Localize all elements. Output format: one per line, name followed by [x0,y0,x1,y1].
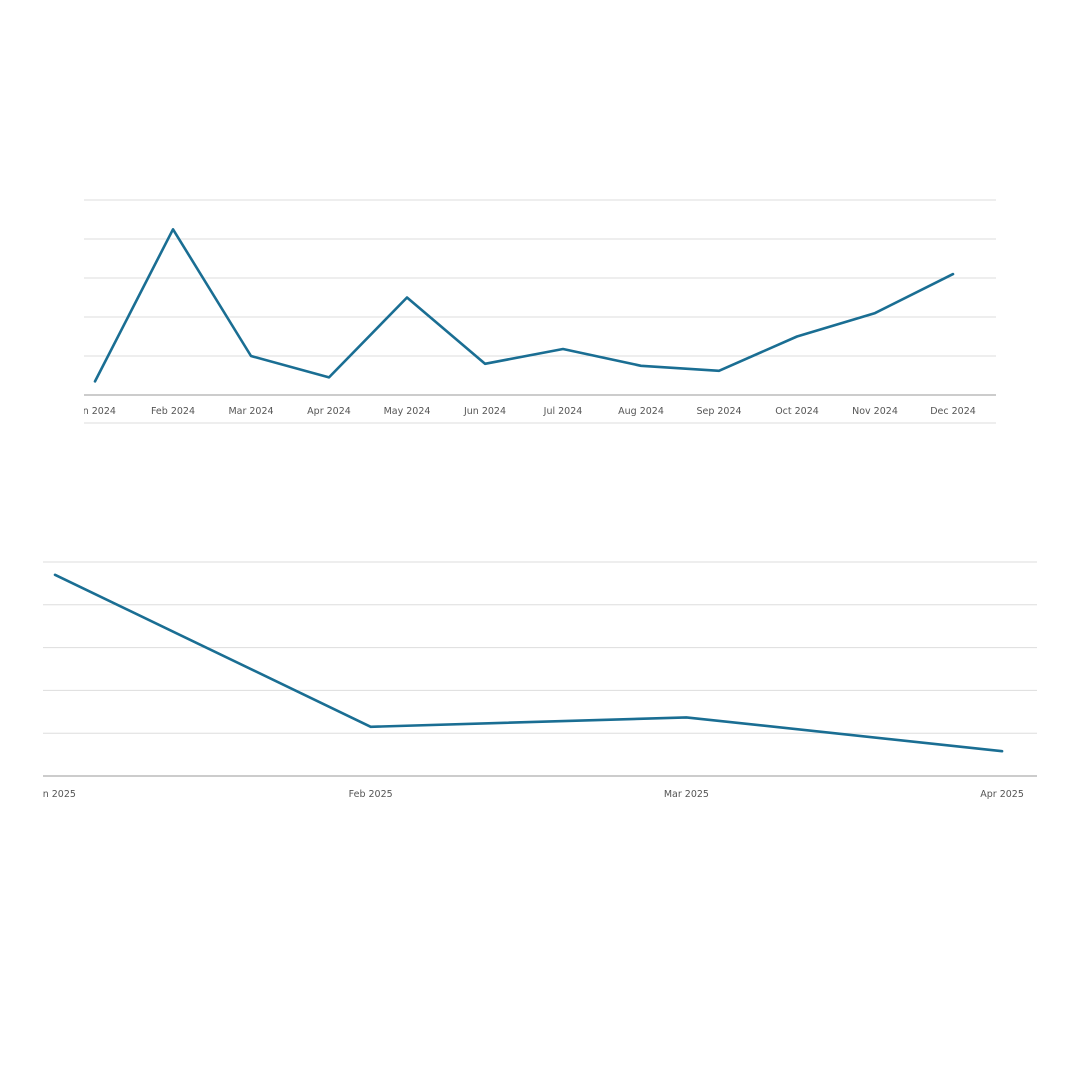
x-tick-label: Jan 2024 [73,406,116,417]
gridlines [84,199,996,357]
series-line [93,228,955,383]
x-tick-label: Mar 2025 [664,789,709,800]
x-tick-label: Jun 2024 [463,406,506,417]
x-tick-label: Feb 2024 [151,406,195,417]
x-tick-label: Oct 2024 [775,406,819,417]
x-tick-label: Apr 2025 [980,789,1024,800]
x-tick-label: May 2024 [384,406,431,417]
x-tick-label: Nov 2024 [852,406,898,417]
x-tick-label: Jul 2024 [543,406,583,417]
x-tick-label: Dec 2024 [930,406,976,417]
x-tick-labels: Jan 2025 Feb 2025 Mar 2025 Apr 2025 [33,789,1024,800]
x-tick-label: Sep 2024 [696,406,741,417]
x-tick-label: Feb 2025 [349,789,393,800]
chart-2: Jan 2025 Feb 2025 Mar 2025 Apr 2025 [33,561,1037,800]
x-tick-labels: Jan 2024 Feb 2024 Mar 2024 Apr 2024 May 2024… [73,406,976,417]
gridlines [43,561,1037,734]
x-tick-label: Mar 2024 [228,406,273,417]
x-tick-label: Apr 2024 [307,406,351,417]
x-tick-label: Aug 2024 [618,406,664,417]
chart-1: Jan 2024 Feb 2024 Mar 2024 Apr 2024 May 2024… [73,199,996,424]
x-tick-label: Jan 2025 [33,789,76,800]
series-line [53,573,1004,753]
